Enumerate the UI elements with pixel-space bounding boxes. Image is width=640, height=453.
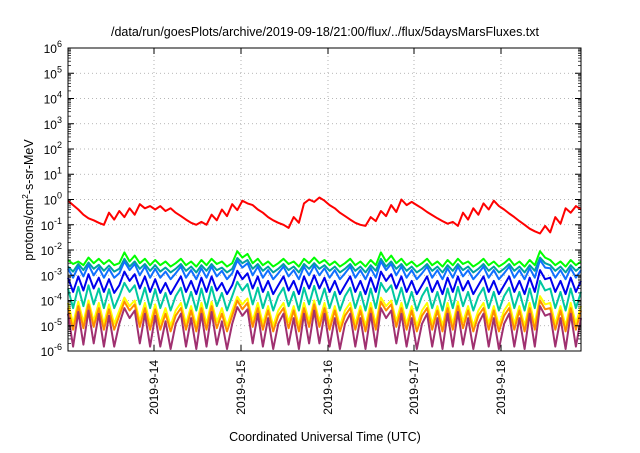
y-axis-label-base: protons/cm [22,199,36,261]
series-line-5 [67,269,582,296]
x-tick-label: 2019-9-16 [321,360,335,415]
x-tick-label: 2019-9-18 [494,360,508,415]
y-tick-exponent: 0 [57,191,62,201]
y-tick-label: 104 [44,90,62,107]
y-tick-exponent: 3 [57,115,62,125]
y-tick-exponent: -4 [54,292,62,302]
y-tick-label: 10-1 [41,216,62,233]
y-tick-base: 10 [41,244,55,258]
y-tick-exponent: 1 [57,165,62,175]
y-tick-label: 101 [44,165,62,182]
chart-title: /data/run/goesPlots/archive/2019-09-18/2… [111,25,540,39]
y-axis-label-unit: -s-sr-MeV [22,139,36,195]
y-tick-exponent: -6 [54,342,62,352]
y-tick-base: 10 [44,67,58,81]
series-line-2 [67,250,582,268]
plot-frame [67,47,582,352]
x-axis-ticks: 2019-9-14 2019-9-15 2019-9-16 2019-9-17 2019… [147,48,508,415]
data-series [67,196,582,350]
series-line-4 [67,259,582,281]
y-tick-exponent: 5 [57,64,62,74]
y-tick-exponent: -5 [54,317,62,327]
y-tick-base: 10 [44,168,58,182]
series-line-3 [67,256,582,274]
x-axis-label: Coordinated Universal Time (UTC) [229,430,421,444]
y-tick-label: 10-3 [41,266,62,283]
y-tick-base: 10 [41,320,55,334]
y-tick-base: 10 [41,345,55,359]
y-tick-exponent: 2 [57,140,62,150]
y-tick-base: 10 [44,93,58,107]
y-tick-label: 106 [44,39,62,56]
y-axis-label-exponent: 2 [20,194,30,199]
y-tick-exponent: 6 [57,39,62,49]
x-tick-label: 2019-9-17 [407,360,421,415]
y-tick-label: 10-4 [41,292,62,309]
y-tick-base: 10 [44,118,58,132]
x-tick-label: 2019-9-14 [147,360,161,415]
y-tick-base: 10 [41,269,55,283]
y-tick-exponent: -2 [54,241,62,251]
y-axis-label: protons/cm2-s-sr-MeV [20,139,36,261]
y-tick-label: 105 [44,64,62,81]
y-tick-base: 10 [41,295,55,309]
y-tick-exponent: 4 [57,90,62,100]
y-tick-label: 103 [44,115,62,132]
y-tick-label: 10-5 [41,317,62,334]
y-tick-base: 10 [41,219,55,233]
series-line-8 [67,299,582,333]
series-line-1 [67,196,582,235]
series-line-6 [67,279,582,312]
y-tick-exponent: -1 [54,216,62,226]
y-tick-base: 10 [44,194,58,208]
y-tick-exponent: -3 [54,266,62,276]
y-tick-base: 10 [44,42,58,56]
series-line-7 [67,295,582,327]
y-tick-label: 102 [44,140,62,157]
y-tick-label: 10-2 [41,241,62,258]
x-tick-label: 2019-9-15 [234,360,248,415]
y-tick-label: 10-6 [41,342,62,359]
y-tick-base: 10 [44,143,58,157]
series-line-9 [67,305,582,350]
y-tick-label: 100 [44,191,62,208]
